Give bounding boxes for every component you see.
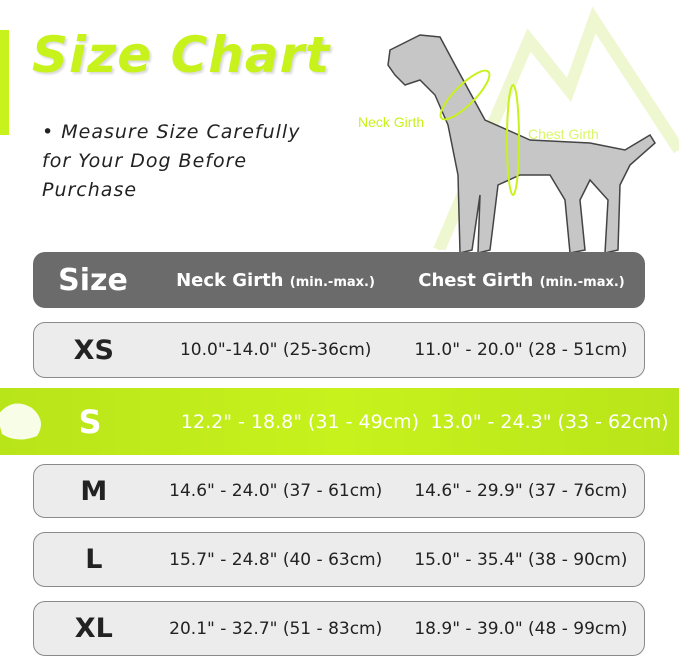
measure-note: • Measure Size Carefully for Your Dog Be… [42, 121, 301, 201]
header-neck: Neck Girth (min.-max.) [176, 269, 375, 291]
chest-cell: 11.0" - 20.0" (28 - 51cm) [414, 340, 628, 360]
neck-cell: 12.2" - 18.8" (31 - 49cm) [180, 410, 420, 433]
header-chest: Chest Girth (min.-max.) [418, 269, 625, 291]
table-row: XL 20.1" - 32.7" (51 - 83cm) 18.9" - 39.… [33, 601, 645, 656]
chest-girth-label: Chest Girth [528, 126, 599, 142]
table-header: Size Neck Girth (min.-max.) Chest Girth … [33, 252, 645, 308]
size-cell: XS [73, 334, 114, 366]
chest-cell: 14.6" - 29.9" (37 - 76cm) [414, 481, 628, 501]
page-title: Size Chart [32, 26, 331, 84]
neck-cell: 15.7" - 24.8" (40 - 63cm) [169, 549, 383, 570]
mountain-decoration [433, 6, 679, 250]
size-cell: XL [74, 613, 113, 644]
size-cell: S [78, 402, 102, 441]
dog-head-icon [0, 403, 41, 440]
neck-girth-label: Neck Girth [358, 114, 425, 130]
neck-cell: 14.6" - 24.0" (37 - 61cm) [169, 481, 383, 501]
neck-cell: 20.1" - 32.7" (51 - 83cm) [169, 618, 383, 639]
header-size: Size [58, 262, 128, 298]
chest-cell: 18.9" - 39.0" (48 - 99cm) [414, 618, 628, 639]
accent-bar [0, 30, 9, 135]
neck-cell: 10.0"-14.0" (25-36cm) [179, 340, 372, 360]
table-row-highlighted: S 12.2" - 18.8" (31 - 49cm) 13.0" - 24.3… [0, 388, 679, 455]
size-cell: L [85, 544, 103, 575]
chest-cell: 15.0" - 35.4" (38 - 90cm) [414, 549, 628, 570]
table-row: M 14.6" - 24.0" (37 - 61cm) 14.6" - 29.9… [33, 464, 645, 518]
dog-silhouette-icon [387, 34, 656, 254]
size-cell: M [80, 475, 108, 507]
table-row: L 15.7" - 24.8" (40 - 63cm) 15.0" - 35.4… [33, 532, 645, 587]
chest-cell: 13.0" - 24.3" (33 - 62cm) [430, 410, 669, 433]
table-row: XS 10.0"-14.0" (25-36cm) 11.0" - 20.0" (… [33, 322, 645, 378]
